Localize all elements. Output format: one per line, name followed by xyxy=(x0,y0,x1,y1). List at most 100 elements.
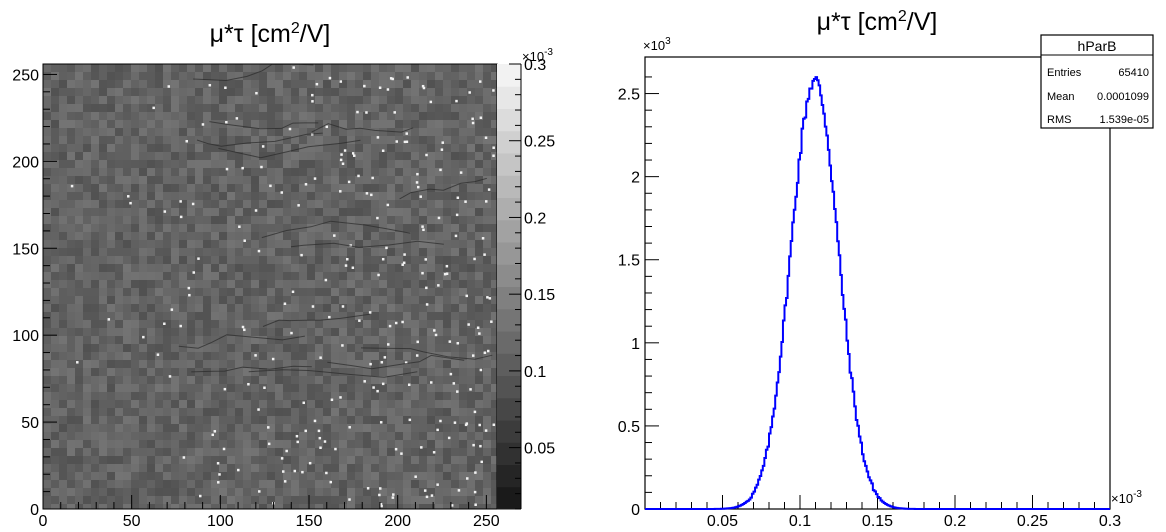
map-cell xyxy=(339,168,347,176)
map-cell xyxy=(347,224,355,232)
map-cell xyxy=(99,288,107,296)
map-cell xyxy=(187,320,195,328)
map-cell xyxy=(139,336,147,344)
map-cell xyxy=(403,416,411,424)
map-cell xyxy=(123,112,131,120)
map-cell xyxy=(67,400,75,408)
map-cell xyxy=(443,240,451,248)
map-cell xyxy=(115,448,123,456)
map-cell xyxy=(491,288,497,296)
map-cell xyxy=(267,96,275,104)
map-cell xyxy=(347,448,355,456)
map-cell xyxy=(139,152,147,160)
map-cell xyxy=(227,448,235,456)
map-cell xyxy=(51,192,59,200)
map-cell xyxy=(483,464,491,472)
map-cell xyxy=(387,424,395,432)
map-cell xyxy=(251,360,259,368)
map-cell xyxy=(155,224,163,232)
map-hot-pixel xyxy=(192,271,196,274)
map-cell xyxy=(315,288,323,296)
map-cell xyxy=(379,320,387,328)
map-cell xyxy=(339,288,347,296)
map-cell xyxy=(467,328,475,336)
map-cell xyxy=(411,416,419,424)
map-cell xyxy=(451,64,459,72)
map-cell xyxy=(243,296,251,304)
map-cell xyxy=(139,288,147,296)
map-cell xyxy=(323,304,331,312)
map-cell xyxy=(123,184,131,192)
map-hot-pixel xyxy=(388,324,392,328)
map-cell xyxy=(67,456,75,464)
map-cell xyxy=(211,424,219,432)
map-cell xyxy=(483,224,491,232)
map-cell xyxy=(99,104,107,112)
map-cell xyxy=(475,120,483,128)
map-cell xyxy=(299,392,307,400)
map-cell xyxy=(243,80,251,88)
map-cell xyxy=(147,192,155,200)
map-cell xyxy=(307,120,315,128)
map-cell xyxy=(259,304,267,312)
map-cell xyxy=(267,432,275,440)
map-cell xyxy=(427,320,435,328)
map-cell xyxy=(419,336,427,344)
map-cell xyxy=(363,168,371,176)
map-cell xyxy=(315,400,323,408)
map-cell xyxy=(107,424,115,432)
map-cell xyxy=(483,248,491,256)
map-cell xyxy=(139,240,147,248)
map-plot-area xyxy=(43,63,497,509)
map-cell xyxy=(211,120,219,128)
map-cell xyxy=(59,400,67,408)
map-cell xyxy=(467,400,475,408)
map-cell xyxy=(307,208,315,216)
map-cell xyxy=(379,496,387,504)
map-cell xyxy=(99,440,107,448)
map-cell xyxy=(291,424,299,432)
map-cell xyxy=(315,432,323,440)
hist-x-tick-label: 0.05 xyxy=(707,513,738,530)
map-cell xyxy=(435,112,443,120)
map-cell xyxy=(211,152,219,160)
map-cell xyxy=(475,96,483,104)
map-cell xyxy=(371,368,379,376)
map-cell xyxy=(235,144,243,152)
map-cell xyxy=(211,248,219,256)
map-cell xyxy=(195,336,203,344)
map-cell xyxy=(435,216,443,224)
map-cell xyxy=(395,64,403,72)
map-cell xyxy=(219,136,227,144)
map-cell xyxy=(115,480,123,488)
map-cell xyxy=(443,352,451,360)
map-cell xyxy=(387,160,395,168)
map-cell xyxy=(99,456,107,464)
map-cell xyxy=(123,328,131,336)
map-cell xyxy=(187,200,195,208)
map-cell xyxy=(299,456,307,464)
map-cell xyxy=(275,256,283,264)
map-cell xyxy=(155,208,163,216)
map-cell xyxy=(211,80,219,88)
map-cell xyxy=(483,400,491,408)
map-cell xyxy=(435,128,443,136)
map-cell xyxy=(323,296,331,304)
map-cell xyxy=(259,400,267,408)
map-cell xyxy=(51,240,59,248)
map-cell xyxy=(403,224,411,232)
map-cell xyxy=(259,88,267,96)
map-cell xyxy=(363,184,371,192)
map-cell xyxy=(83,440,91,448)
hist-y-tick-label: 2.5 xyxy=(618,87,640,104)
map-cell xyxy=(115,88,123,96)
map-cell xyxy=(83,184,91,192)
map-cell xyxy=(475,344,483,352)
map-cell xyxy=(131,344,139,352)
map-cell xyxy=(227,304,235,312)
map-cell xyxy=(43,208,51,216)
map-cell xyxy=(403,64,411,72)
map-cell xyxy=(107,456,115,464)
map-cell xyxy=(467,176,475,184)
map-cell xyxy=(203,64,211,72)
